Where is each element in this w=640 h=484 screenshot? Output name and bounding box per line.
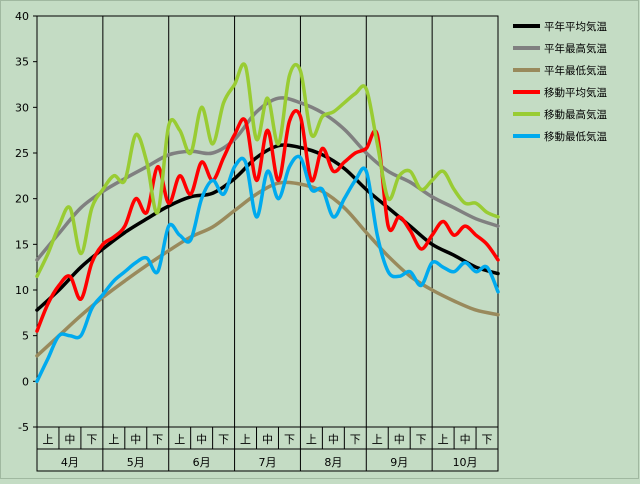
y-tick-label: 40 (15, 10, 29, 23)
month-label: 8月 (324, 456, 342, 469)
y-tick-label: 20 (15, 193, 29, 206)
legend-label-6: 移動最低気温 (544, 130, 607, 143)
decade-label: 下 (482, 433, 493, 446)
decade-label: 中 (460, 433, 471, 446)
month-label: 5月 (127, 456, 145, 469)
decade-label: 下 (416, 433, 427, 446)
legend-label-2: 平年最高気温 (544, 42, 607, 55)
y-axis: -5 0 5 10 15 20 25 30 35 40 (15, 10, 37, 434)
plot-area (36, 15, 499, 472)
legend-label-4: 移動平均気温 (544, 86, 607, 99)
y-tick-label: 30 (15, 101, 29, 114)
month-label: 4月 (61, 456, 79, 469)
decade-label: 上 (240, 433, 251, 446)
legend-label-3: 平年最低気温 (544, 64, 607, 77)
month-label: 6月 (193, 456, 211, 469)
series-line-4 (35, 109, 500, 333)
month-label: 10月 (453, 456, 478, 469)
decade-label: 中 (196, 433, 207, 446)
decade-label: 上 (42, 433, 53, 446)
y-tick-label: 5 (22, 330, 29, 343)
y-tick-label: -5 (18, 421, 29, 434)
series-lines (35, 62, 500, 384)
decade-label: 上 (108, 433, 119, 446)
decade-label: 中 (262, 433, 273, 446)
decade-label: 上 (438, 433, 449, 446)
series-line-5 (35, 62, 500, 279)
y-tick-label: 15 (15, 238, 29, 251)
series-line-6 (35, 154, 500, 384)
decade-label: 中 (64, 433, 75, 446)
decade-label: 下 (152, 433, 163, 446)
y-tick-label: 35 (15, 56, 29, 69)
decade-label: 下 (350, 433, 361, 446)
y-tick-label: 10 (15, 284, 29, 297)
month-label: 7月 (259, 456, 277, 469)
y-tick-label: 0 (22, 375, 29, 388)
x-axis: 上中下上中下上中下上中下上中下上中下上中下4月 5月 6月 7月 8月 9月 10月 (42, 433, 492, 469)
decade-label: 下 (284, 433, 295, 446)
month-label: 9月 (390, 456, 408, 469)
decade-label: 中 (394, 433, 405, 446)
decade-label: 上 (174, 433, 185, 446)
decade-label: 下 (218, 433, 229, 446)
decade-label: 上 (306, 433, 317, 446)
decade-label: 上 (372, 433, 383, 446)
decade-label: 中 (328, 433, 339, 446)
y-tick-label: 25 (15, 147, 29, 160)
decade-label: 下 (86, 433, 97, 446)
series-line-1 (35, 143, 500, 312)
legend-label-1: 平年平均気温 (544, 20, 607, 33)
legend-label-5: 移動最高気温 (544, 108, 607, 121)
decade-label: 中 (130, 433, 141, 446)
